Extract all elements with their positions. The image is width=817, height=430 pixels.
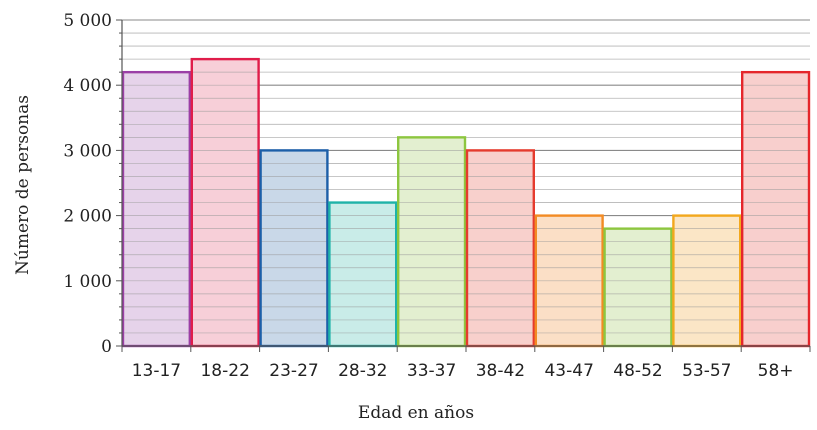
axes: [116, 19, 811, 352]
x-tick-label: 58+: [758, 361, 794, 381]
x-tick-label: 43-47: [544, 361, 593, 381]
x-tick-label: 18-22: [200, 361, 249, 381]
x-tick-label: 48-52: [613, 361, 662, 381]
bars: [121, 57, 811, 348]
y-tick-label: 0: [101, 337, 112, 357]
x-tick-label: 53-57: [682, 361, 731, 381]
bar-fill-23-27: [260, 150, 328, 346]
x-tick-label: 13-17: [132, 361, 181, 381]
bar-fill-13-17: [123, 72, 190, 346]
x-tick-label: 23-27: [269, 361, 318, 381]
x-tick-labels: 13-17 18-22 23-27 28-32 33-37 38-42 43-47 48-52…: [132, 361, 794, 381]
x-tick-label: 38-42: [476, 361, 525, 381]
y-tick-labels: 0 1 000 2 000 3 000 4 000 5 000: [63, 11, 112, 357]
bar-fill-58+: [742, 72, 809, 346]
y-axis-title: Número de personas: [13, 95, 33, 275]
x-tick-label: 33-37: [407, 361, 456, 381]
x-tick-label: 28-32: [338, 361, 387, 381]
y-tick-label: 1 000: [63, 272, 112, 292]
y-tick-label: 3 000: [63, 141, 112, 161]
y-tick-label: 5 000: [63, 11, 112, 31]
bar-fill-38-42: [467, 150, 534, 346]
y-tick-label: 2 000: [63, 207, 112, 227]
bar-fill-28-32: [329, 202, 397, 346]
y-tick-label: 4 000: [63, 76, 112, 96]
x-axis-title: Edad en años: [358, 403, 474, 423]
bar-fill-48-52: [604, 228, 672, 346]
